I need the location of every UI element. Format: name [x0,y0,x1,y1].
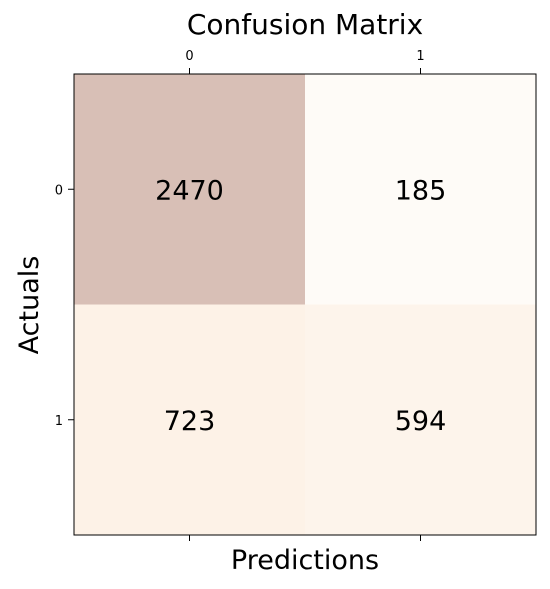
heatmap-cell [74,74,305,305]
x-axis-label: Predictions [231,545,379,576]
chart-title: Confusion Matrix [187,8,423,41]
heatmap-cell [74,304,305,535]
x-tick-label: 1 [416,49,424,64]
cell-value-label: 185 [395,175,447,206]
y-ticks: 01 [55,183,74,429]
heatmap-cells: 2470 185 723 594 [74,74,536,535]
x-tick-label: 0 [185,49,193,64]
heatmap-cell [305,74,536,305]
y-axis-label: Actuals [14,256,45,355]
cell-value-label: 723 [164,406,216,437]
y-tick-label: 1 [55,414,63,429]
y-tick-label: 0 [55,183,63,198]
heatmap-cell [305,304,536,535]
cell-value-label: 594 [395,406,447,437]
x-ticks-bottom [189,535,421,541]
plot-frame [73,73,537,536]
cell-value-label: 2470 [155,175,224,206]
